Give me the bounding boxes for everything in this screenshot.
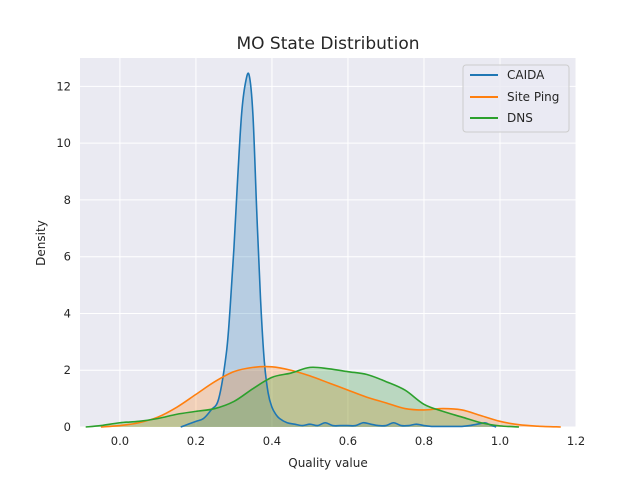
- x-tick-label: 0.8: [415, 434, 433, 448]
- y-tick-labels: 0 2 4 6 8 10 12: [56, 79, 71, 434]
- legend-label-dns: DNS: [507, 111, 533, 125]
- density-lines: [85, 72, 561, 428]
- y-tick-label: 6: [64, 250, 71, 264]
- x-tick-label: 0.4: [263, 434, 281, 448]
- density-line-site-ping: [100, 365, 561, 428]
- y-tick-label: 12: [56, 79, 71, 93]
- y-tick-label: 2: [64, 363, 71, 377]
- x-tick-label: 0.6: [339, 434, 357, 448]
- legend: CAIDA Site Ping DNS: [462, 64, 570, 133]
- y-tick-label: 0: [64, 420, 71, 434]
- density-area-caida: [180, 73, 497, 428]
- x-axis-label: Quality value: [288, 456, 367, 470]
- x-tick-labels: 0.0 0.2 0.4 0.6 0.8 1.0 1.2: [111, 434, 585, 448]
- density-line-caida: [180, 72, 497, 428]
- legend-label-caida: CAIDA: [507, 68, 545, 82]
- x-tick-label: 0.2: [187, 434, 205, 448]
- legend-box: [462, 64, 570, 133]
- x-tick-label: 1.2: [567, 434, 585, 448]
- chart-title: MO State Distribution: [236, 34, 419, 54]
- x-tick-label: 1.0: [491, 434, 509, 448]
- density-line-dns: [85, 366, 520, 428]
- y-tick-label: 8: [64, 193, 71, 207]
- x-tick-label: 0.0: [111, 434, 129, 448]
- legend-label-site-ping: Site Ping: [507, 90, 559, 104]
- grid-lines: [80, 58, 577, 428]
- y-tick-label: 4: [64, 306, 71, 320]
- y-tick-label: 10: [56, 136, 71, 150]
- y-axis-label: Density: [34, 220, 48, 266]
